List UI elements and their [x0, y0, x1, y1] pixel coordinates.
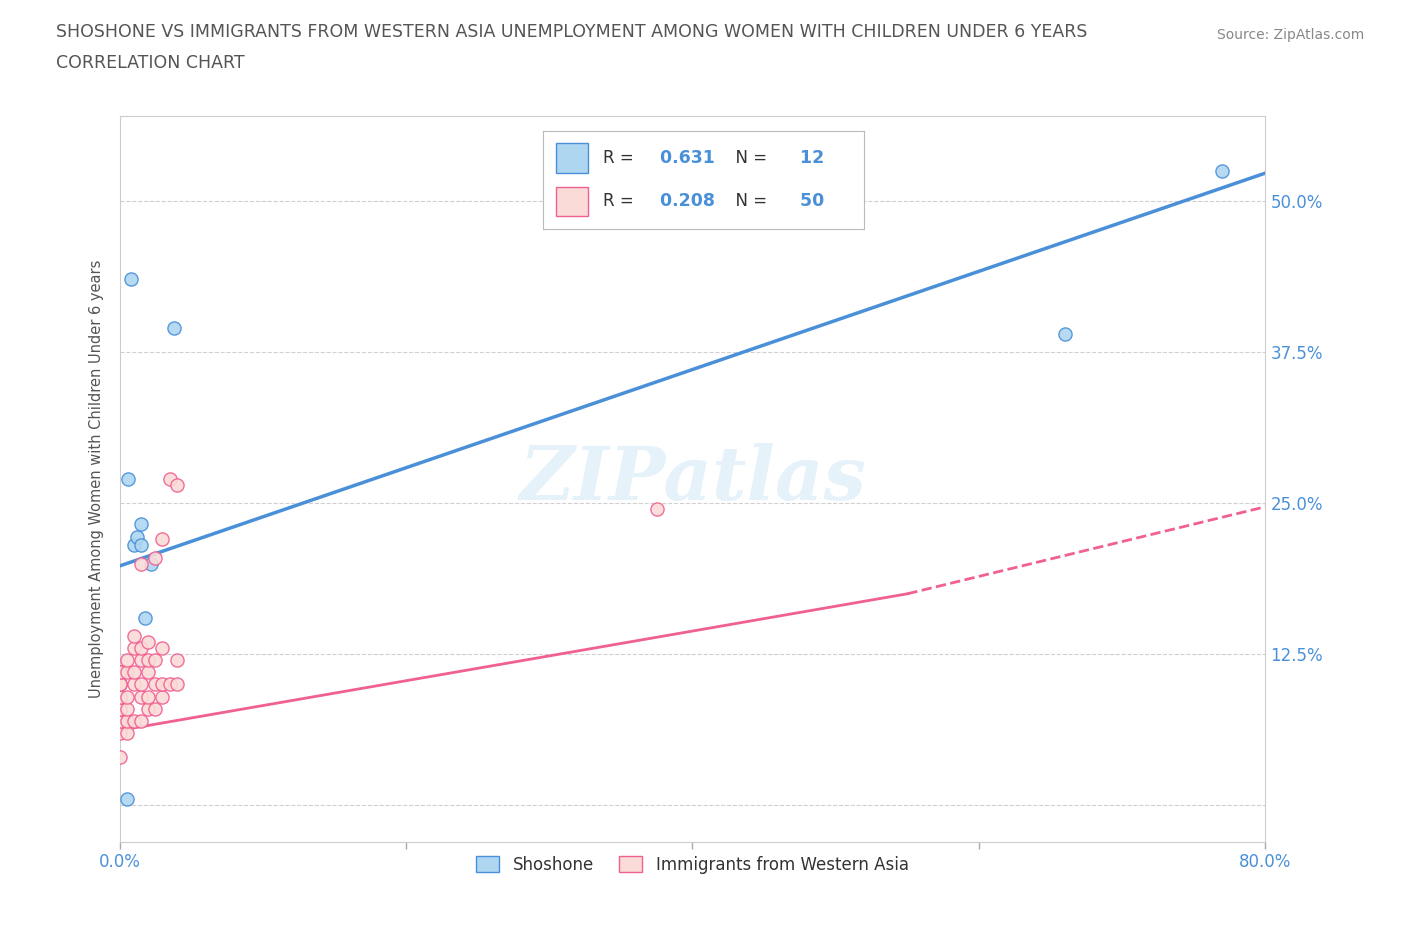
Point	[139, 556, 162, 571]
Text: Source: ZipAtlas.com: Source: ZipAtlas.com	[1216, 28, 1364, 42]
Point	[129, 653, 152, 668]
Point	[108, 689, 131, 704]
Point	[152, 677, 174, 692]
Point	[122, 538, 145, 552]
Point	[163, 320, 186, 336]
Point	[136, 701, 159, 716]
Text: SHOSHONE VS IMMIGRANTS FROM WESTERN ASIA UNEMPLOYMENT AMONG WOMEN WITH CHILDREN : SHOSHONE VS IMMIGRANTS FROM WESTERN ASIA…	[56, 23, 1088, 41]
Text: CORRELATION CHART: CORRELATION CHART	[56, 54, 245, 72]
Point	[129, 689, 152, 704]
Point	[1053, 326, 1076, 341]
Point	[166, 677, 188, 692]
Point	[122, 665, 145, 680]
Point	[152, 532, 174, 547]
Point	[159, 677, 181, 692]
Point	[108, 665, 131, 680]
Point	[115, 725, 138, 740]
Point	[108, 677, 131, 692]
Point	[117, 472, 139, 486]
Point	[122, 713, 145, 728]
Point	[134, 611, 156, 626]
Point	[108, 677, 131, 692]
Point	[108, 725, 131, 740]
Point	[129, 677, 152, 692]
Point	[122, 677, 145, 692]
Point	[108, 713, 131, 728]
Point	[115, 689, 138, 704]
Point	[108, 701, 131, 716]
Point	[122, 629, 145, 644]
Point	[108, 689, 131, 704]
Point	[129, 713, 152, 728]
Legend: Shoshone, Immigrants from Western Asia: Shoshone, Immigrants from Western Asia	[470, 849, 915, 881]
Point	[108, 701, 131, 716]
Point	[645, 502, 668, 517]
Point	[166, 478, 188, 493]
Point	[108, 750, 131, 764]
Point	[152, 689, 174, 704]
Point	[136, 665, 159, 680]
Point	[115, 713, 138, 728]
Text: ZIPatlas: ZIPatlas	[519, 443, 866, 515]
Point	[143, 701, 166, 716]
Point	[1211, 164, 1233, 179]
Point	[152, 641, 174, 656]
Point	[129, 641, 152, 656]
Point	[143, 677, 166, 692]
Point	[115, 701, 138, 716]
Point	[122, 641, 145, 656]
Point	[136, 634, 159, 649]
Point	[136, 689, 159, 704]
Point	[108, 701, 131, 716]
Point	[108, 713, 131, 728]
Point	[143, 551, 166, 565]
Point	[108, 665, 131, 680]
Point	[115, 653, 138, 668]
Y-axis label: Unemployment Among Women with Children Under 6 years: Unemployment Among Women with Children U…	[89, 259, 104, 698]
Point	[129, 538, 152, 552]
Point	[159, 472, 181, 486]
Point	[166, 653, 188, 668]
Point	[129, 556, 152, 571]
Point	[108, 677, 131, 692]
Point	[143, 653, 166, 668]
Point	[129, 516, 152, 531]
Point	[136, 653, 159, 668]
Point	[115, 665, 138, 680]
Point	[120, 272, 142, 287]
Point	[125, 529, 148, 544]
Point	[115, 792, 138, 807]
